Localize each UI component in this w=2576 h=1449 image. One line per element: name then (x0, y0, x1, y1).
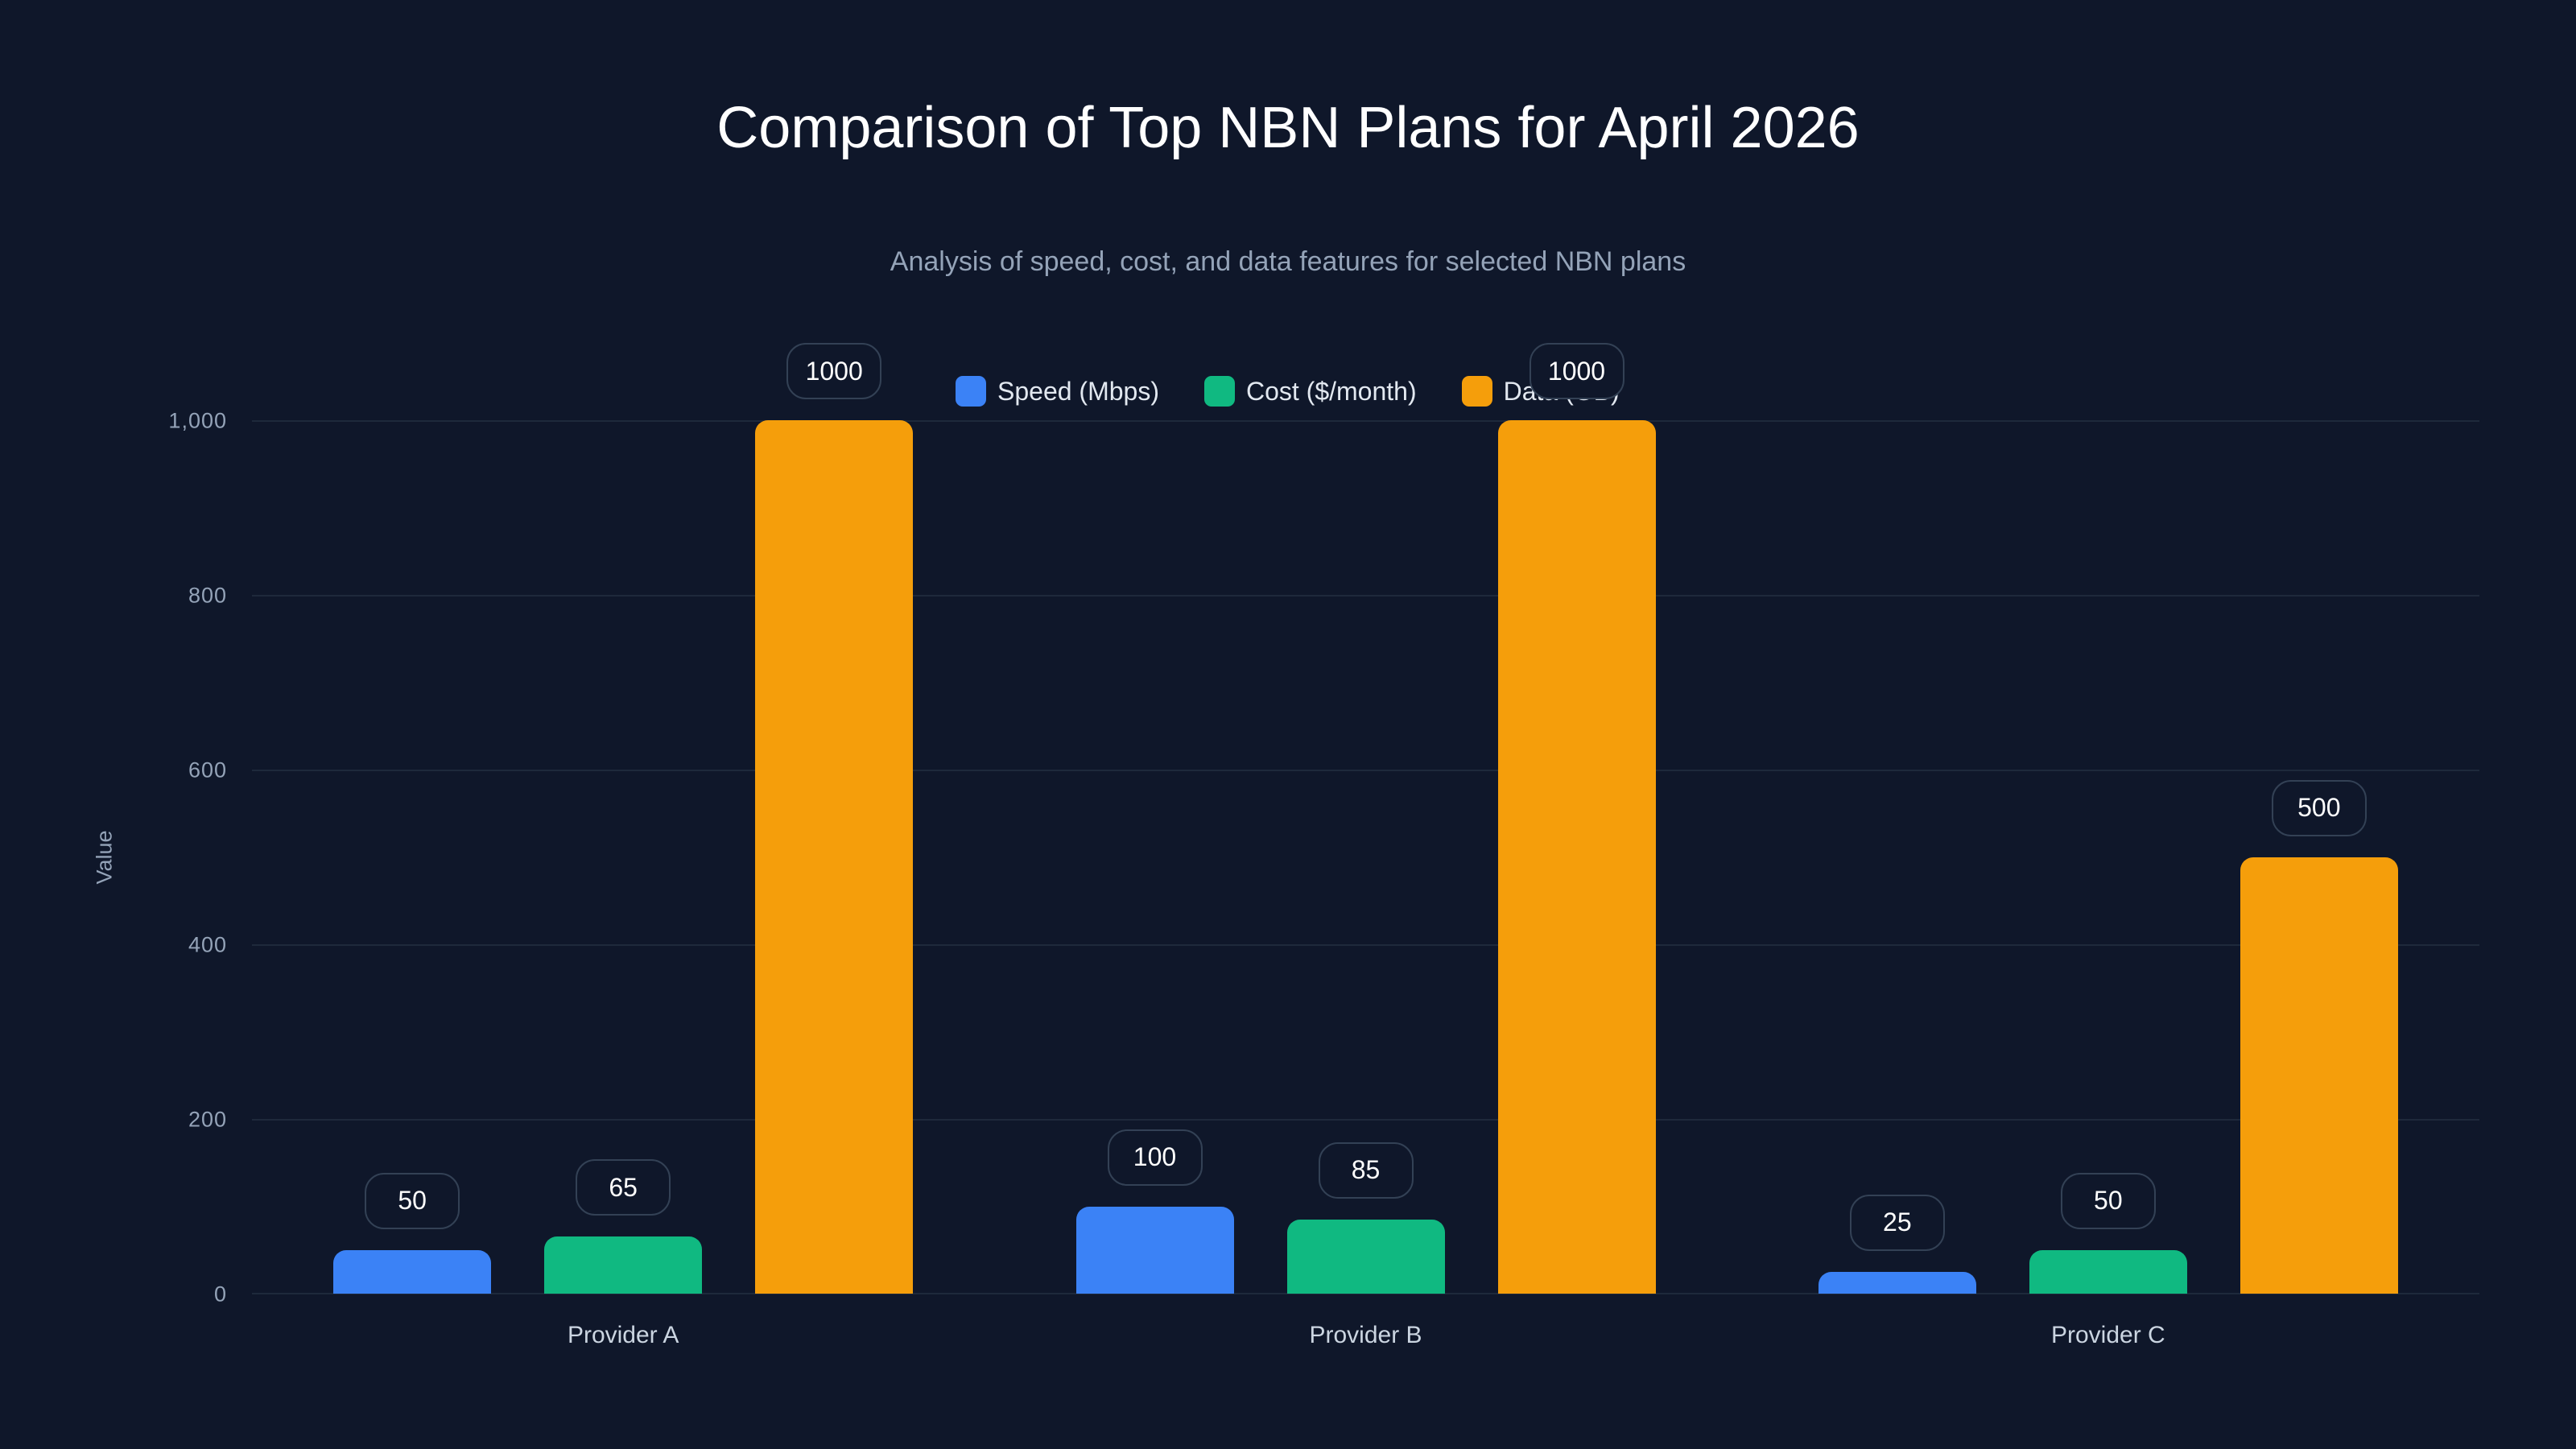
data-label: 65 (576, 1159, 671, 1216)
x-axis-baseline (252, 1293, 2479, 1294)
data-label: 100 (1107, 1129, 1203, 1186)
plot-area: 50 65 1000 100 85 1000 25 50 500 (252, 343, 2479, 1294)
legend-item-speed[interactable]: Speed (Mbps) (956, 376, 1159, 407)
y-tick: 600 (188, 758, 227, 782)
bar-provider-c-cost[interactable] (2029, 1249, 2187, 1294)
legend-item-cost[interactable]: Cost ($/month) (1203, 376, 1417, 407)
data-label: 85 (1318, 1141, 1414, 1199)
legend-label: Speed (Mbps) (997, 376, 1159, 406)
data-label: 25 (1849, 1194, 1945, 1251)
data-label: 1000 (1529, 343, 1624, 399)
bar-provider-b-speed[interactable] (1075, 1206, 1234, 1294)
y-tick: 800 (188, 583, 227, 608)
y-tick: 400 (188, 932, 227, 957)
chart-title: Comparison of Top NBN Plans for April 20… (716, 96, 1860, 160)
bar-provider-a-data[interactable] (755, 420, 914, 1294)
data-label: 50 (2060, 1172, 2156, 1229)
data-label: 500 (2271, 779, 2367, 836)
x-category-label: Provider B (1309, 1322, 1422, 1348)
bar-provider-a-cost[interactable] (544, 1236, 703, 1294)
gridline (252, 595, 2479, 597)
legend-swatch-data (1461, 376, 1492, 407)
gridline (252, 1119, 2479, 1121)
bar-provider-b-data[interactable] (1497, 420, 1656, 1294)
bar-provider-a-speed[interactable] (333, 1249, 492, 1294)
bar-provider-c-speed[interactable] (1818, 1271, 1976, 1294)
data-label: 1000 (786, 343, 882, 399)
y-axis-label: Value (92, 830, 117, 885)
data-label: 50 (365, 1172, 460, 1229)
legend-label: Cost ($/month) (1245, 376, 1417, 406)
y-tick: 200 (188, 1107, 227, 1132)
chart-subtitle: Analysis of speed, cost, and data featur… (890, 246, 1686, 277)
x-category-label: Provider C (2050, 1322, 2165, 1348)
y-tick: 1,000 (168, 408, 227, 433)
bar-provider-b-cost[interactable] (1286, 1219, 1445, 1294)
legend-swatch-cost (1203, 376, 1235, 407)
legend-swatch-speed (956, 376, 986, 407)
y-tick: 0 (213, 1282, 227, 1307)
bar-provider-c-data[interactable] (2240, 857, 2398, 1294)
gridline (252, 944, 2479, 946)
x-category-label: Provider A (567, 1322, 679, 1348)
gridline (252, 770, 2479, 771)
gridline (252, 420, 2479, 422)
